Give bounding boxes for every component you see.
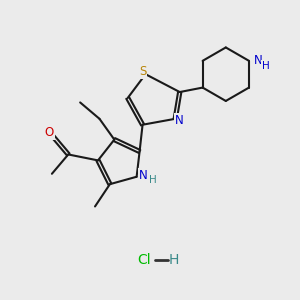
Text: H: H (169, 253, 179, 267)
Text: S: S (139, 65, 146, 78)
Text: H: H (149, 175, 157, 185)
Text: Cl: Cl (137, 253, 151, 267)
Text: N: N (139, 169, 148, 182)
Text: O: O (44, 126, 54, 139)
Text: H: H (262, 61, 270, 71)
Text: N: N (175, 114, 184, 127)
Text: N: N (254, 54, 263, 67)
